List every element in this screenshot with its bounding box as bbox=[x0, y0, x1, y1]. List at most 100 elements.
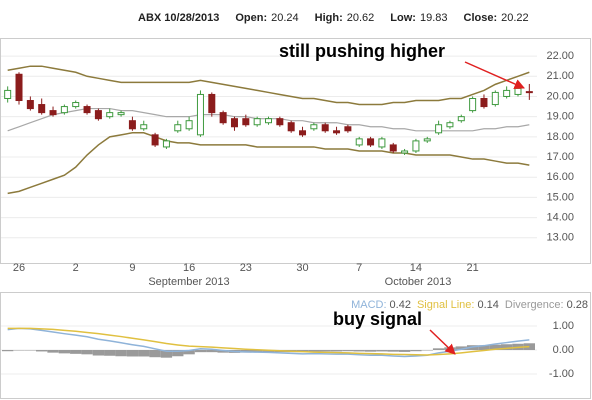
candle-body bbox=[117, 112, 125, 116]
divergence-bar bbox=[455, 346, 467, 350]
annotation: buy signal bbox=[333, 309, 422, 329]
candle-body bbox=[423, 138, 431, 142]
candle-body bbox=[389, 144, 397, 152]
candle-body bbox=[333, 130, 341, 134]
annotation-arrow bbox=[464, 61, 525, 89]
divergence-bar bbox=[500, 344, 513, 350]
divergence-bar bbox=[160, 350, 173, 358]
divergence-bar bbox=[138, 350, 150, 357]
close-label: Close: bbox=[464, 12, 498, 24]
divergence-bar bbox=[364, 350, 377, 352]
candle-body bbox=[230, 118, 238, 128]
candle-body bbox=[276, 118, 284, 126]
candle-body bbox=[49, 110, 57, 116]
plot-layer: 13.00 14.00 15.00 16.00 17.00 18.00 19.00 20.00… bbox=[1, 50, 574, 380]
candle-body bbox=[435, 124, 443, 134]
y-tick-label: 17.00 bbox=[546, 151, 574, 163]
macd-legend: MACD: 0.42 Signal Line: 0.14 Divergence: 0.28 bbox=[351, 299, 588, 311]
x-tick-label: 7 bbox=[356, 262, 362, 274]
divergence-bar bbox=[70, 350, 82, 354]
y-tick-label: 19.00 bbox=[546, 111, 574, 123]
candle-body bbox=[83, 106, 91, 114]
divergence-bar bbox=[398, 350, 411, 352]
x-tick-label: 26 bbox=[13, 262, 25, 274]
y-tick-label: 21.00 bbox=[546, 70, 574, 82]
candle-body bbox=[106, 112, 114, 118]
candle-body bbox=[480, 97, 488, 108]
divergence-bar bbox=[217, 350, 229, 353]
y-tick-label: 13.00 bbox=[546, 232, 574, 244]
legend-value: 0.28 bbox=[567, 299, 588, 311]
divergence-bar bbox=[172, 350, 184, 357]
close-value: 20.22 bbox=[501, 12, 529, 24]
divergence-bar bbox=[376, 350, 388, 352]
x-tick-label: 23 bbox=[240, 262, 252, 274]
legend-label: MACD: bbox=[351, 299, 386, 311]
y-tick-label: 16.00 bbox=[546, 171, 574, 183]
candle-body bbox=[446, 122, 454, 128]
divergence-bar bbox=[81, 350, 93, 355]
macd-panel bbox=[0, 292, 591, 399]
price-header: ABX 10/28/2013 Open: 20.24 High: 20.62 Low: 19… bbox=[138, 12, 529, 24]
candle-body bbox=[457, 116, 465, 122]
candle-body bbox=[196, 93, 204, 136]
divergence-bar bbox=[353, 350, 365, 352]
divergence-bar bbox=[478, 345, 490, 350]
candle-body bbox=[140, 124, 148, 130]
candle-body bbox=[208, 93, 216, 114]
divergence-bar bbox=[126, 350, 139, 357]
y-tick-label: 1.00 bbox=[553, 320, 574, 332]
indicator-line bbox=[7, 327, 530, 356]
candle-body bbox=[401, 150, 409, 154]
candle-body bbox=[344, 126, 352, 132]
x-tick-label: 14 bbox=[410, 262, 422, 274]
divergence-bar bbox=[410, 350, 422, 352]
candle-body bbox=[174, 124, 182, 132]
x-tick-label: 2 bbox=[73, 262, 79, 274]
candle-body bbox=[412, 140, 420, 152]
divergence-bar bbox=[421, 350, 433, 351]
candle-body bbox=[128, 120, 136, 130]
candle-body bbox=[503, 89, 511, 97]
legend-label: Divergence: bbox=[505, 299, 564, 311]
open-label: Open: bbox=[235, 12, 267, 24]
legend-label: Signal Line: bbox=[417, 299, 475, 311]
month-label: September 2013 bbox=[148, 276, 229, 288]
candle-body bbox=[514, 87, 522, 95]
y-tick-label: 20.00 bbox=[546, 90, 574, 102]
divergence-bar bbox=[115, 350, 127, 357]
month-label: October 2013 bbox=[385, 276, 452, 288]
candle-body bbox=[94, 110, 102, 120]
candle-body bbox=[287, 122, 295, 132]
divergence-bar bbox=[13, 350, 25, 351]
candle-body bbox=[265, 118, 272, 124]
y-tick-label: 15.00 bbox=[546, 191, 574, 203]
open-value: 20.24 bbox=[271, 12, 299, 24]
high-label: High: bbox=[315, 12, 343, 24]
divergence-bar bbox=[104, 350, 116, 356]
y-tick-label: 14.00 bbox=[546, 211, 574, 223]
legend-value: 0.42 bbox=[390, 299, 411, 311]
divergence-bar bbox=[47, 350, 59, 353]
candle-body bbox=[219, 112, 227, 124]
symbol: ABX 10/28/2013 bbox=[138, 12, 219, 24]
divergence-bar bbox=[36, 350, 48, 352]
candle-body bbox=[253, 118, 261, 126]
divergence-bar bbox=[251, 350, 263, 353]
y-tick-label: 18.00 bbox=[546, 131, 574, 143]
candle-body bbox=[242, 118, 250, 126]
candle-body bbox=[321, 124, 329, 132]
band-line bbox=[7, 132, 530, 195]
candle-body bbox=[525, 91, 533, 94]
divergence-bar bbox=[489, 344, 501, 350]
x-tick-label: 21 bbox=[467, 262, 479, 274]
candle-body bbox=[355, 138, 363, 146]
candle-body bbox=[299, 130, 307, 136]
candle-body bbox=[310, 124, 318, 130]
x-tick-label: 9 bbox=[129, 262, 135, 274]
y-tick-label: -1.00 bbox=[549, 368, 574, 380]
candle-body bbox=[185, 120, 193, 130]
divergence-bar bbox=[206, 350, 218, 353]
candle-body bbox=[469, 97, 477, 112]
